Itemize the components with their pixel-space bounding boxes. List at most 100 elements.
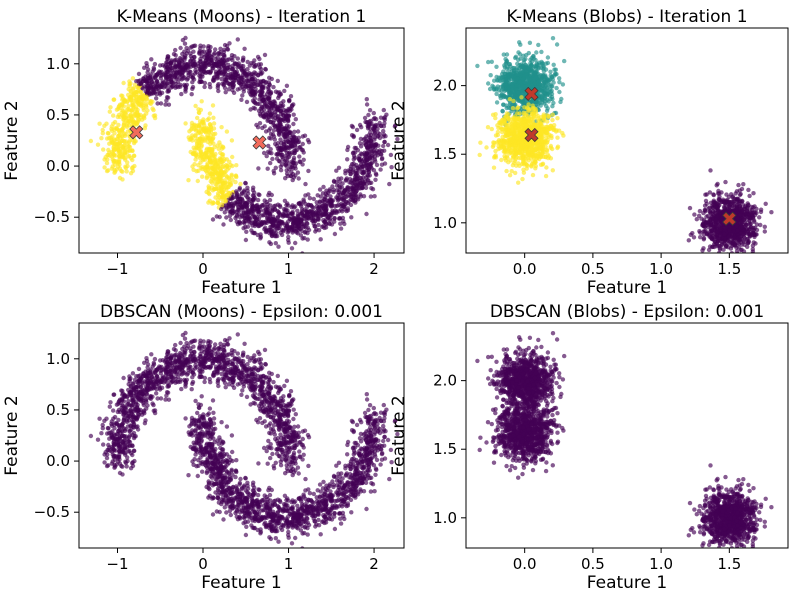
scatter-point (520, 144, 525, 150)
scatter-point (243, 237, 249, 243)
scatter-point (495, 123, 500, 128)
scatter-points (88, 35, 400, 253)
scatter-point (363, 185, 369, 190)
scatter-point (288, 152, 293, 157)
scatter-point (165, 89, 170, 94)
scatter-point (144, 101, 149, 107)
scatter-point (534, 153, 539, 159)
scatter-point (198, 74, 203, 80)
scatter-point (239, 203, 244, 209)
scatter-point (285, 173, 290, 179)
scatter-point (165, 54, 170, 59)
scatter-point (515, 106, 520, 111)
scatter-point (271, 134, 277, 139)
scatter-point (286, 234, 291, 240)
scatter-point (365, 123, 370, 129)
scatter-point (351, 133, 356, 139)
scatter-point (707, 190, 713, 195)
scatter-point (296, 201, 301, 206)
scatter-point (315, 193, 320, 198)
scatter-point (522, 105, 527, 110)
scatter-point (371, 110, 376, 116)
scatter-point (506, 160, 511, 165)
scatter-point (134, 114, 139, 119)
scatter-point (278, 92, 284, 97)
scatter-point (374, 172, 379, 177)
scatter-point (275, 117, 281, 122)
scatter-point (301, 213, 306, 218)
scatter-point (531, 70, 536, 75)
scatter-point (541, 119, 546, 124)
scatter-point (128, 89, 134, 95)
scatter-point (276, 95, 281, 101)
scatter-point (230, 74, 236, 80)
scatter-point (244, 205, 250, 210)
scatter-point (204, 127, 209, 132)
scatter-point (218, 46, 223, 51)
scatter-point (478, 140, 483, 145)
scatter-point (354, 127, 360, 133)
scatter-point (360, 181, 366, 187)
scatter-point (534, 111, 539, 117)
scatter-point (258, 220, 263, 225)
scatter-point (504, 79, 509, 84)
scatter-point (225, 57, 230, 63)
scatter-point (190, 86, 195, 92)
scatter-point (263, 229, 269, 235)
scatter-point (161, 80, 166, 85)
scatter-point (362, 150, 367, 155)
scatter-point (117, 157, 122, 162)
y-tick-label: 1.0 (46, 55, 70, 73)
scatter-point (516, 50, 521, 55)
scatter-point (207, 158, 212, 164)
scatter-point (494, 140, 500, 145)
scatter-point (202, 80, 208, 86)
scatter-point (517, 150, 522, 156)
scatter-point (373, 142, 379, 147)
scatter-point (539, 132, 544, 138)
scatter-point (190, 138, 195, 143)
scatter-point (492, 87, 497, 92)
scatter-point (234, 213, 240, 218)
scatter-point (303, 193, 308, 198)
scatter-point (334, 183, 340, 188)
scatter-point (104, 168, 110, 174)
scatter-point (249, 78, 254, 84)
scatter-point (221, 82, 227, 87)
scatter-point (198, 122, 203, 127)
scatter-point (518, 56, 523, 61)
scatter-point (536, 42, 541, 48)
scatter-point (306, 168, 311, 174)
scatter-point (269, 103, 274, 108)
scatter-point (222, 210, 227, 215)
scatter-point (227, 213, 233, 219)
scatter-point (211, 121, 217, 126)
scatter-point (241, 189, 247, 194)
scatter-point (266, 86, 271, 91)
scatter-point (182, 41, 188, 46)
scatter-point (545, 92, 550, 98)
scatter-point (553, 67, 558, 72)
scatter-point (508, 149, 513, 155)
scatter-point (374, 151, 380, 156)
scatter-point (209, 127, 214, 132)
scatter-point (321, 184, 326, 190)
scatter-point (545, 55, 551, 60)
scatter-point (177, 71, 183, 77)
scatter-point (486, 59, 491, 65)
scatter-point (123, 132, 128, 137)
scatter-point (155, 101, 160, 106)
scatter-point (519, 95, 524, 100)
scatter-point (198, 46, 203, 51)
scatter-point (130, 168, 136, 174)
scatter-point (109, 126, 114, 132)
scatter-point (181, 55, 187, 60)
scatter-point (224, 43, 230, 49)
scatter-point (245, 59, 250, 65)
scatter-point (263, 66, 268, 72)
scatter-point (550, 36, 556, 41)
scatter-point (154, 96, 159, 101)
scatter-point (536, 90, 541, 96)
scatter-point (158, 101, 164, 106)
scatter-point (284, 163, 289, 169)
